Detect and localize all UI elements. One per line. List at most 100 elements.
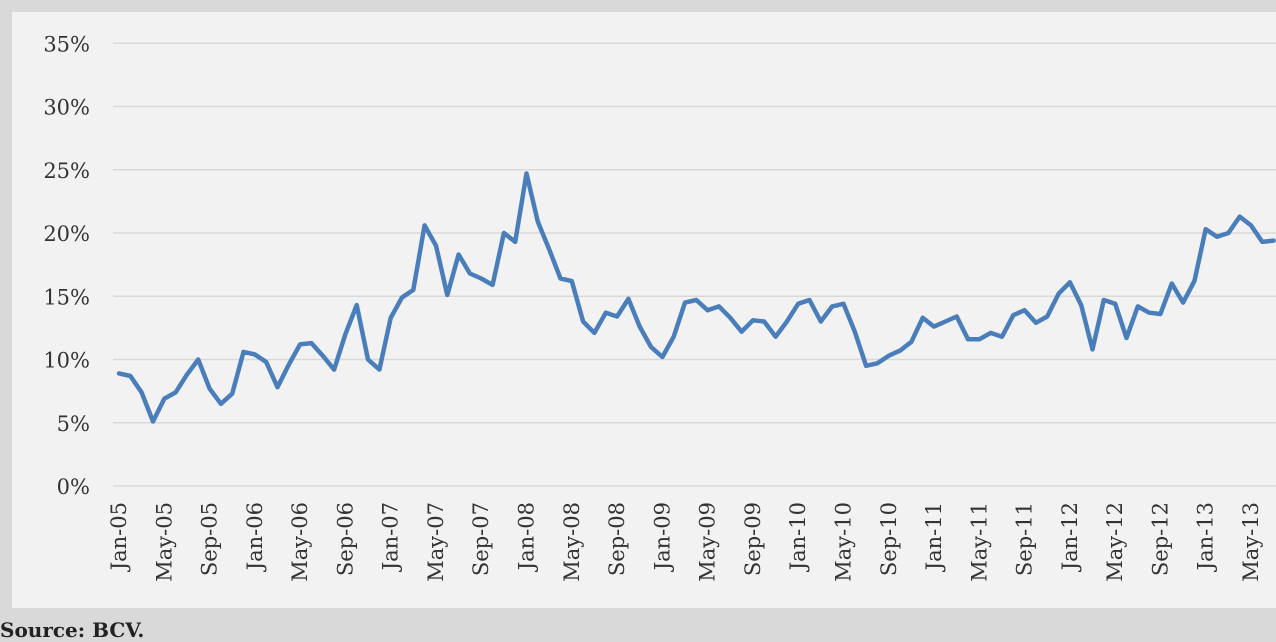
y-tick-label: 0% bbox=[57, 475, 90, 499]
data-point bbox=[128, 374, 132, 378]
x-axis-tick-labels: Jan-05 May-05 Sep-05 Jan-06 May-06 Sep-06 Jan-… bbox=[107, 502, 1263, 582]
data-point bbox=[796, 302, 800, 306]
x-tick-label: May-13 bbox=[1239, 502, 1263, 582]
data-point bbox=[1034, 321, 1038, 325]
y-tick-label: 20% bbox=[43, 222, 90, 246]
x-tick-label: May-07 bbox=[424, 502, 448, 582]
data-point bbox=[808, 298, 812, 302]
data-point bbox=[242, 350, 246, 354]
data-point bbox=[774, 335, 778, 339]
data-point bbox=[1079, 303, 1083, 307]
data-point bbox=[411, 288, 415, 292]
x-tick-label: Jan-08 bbox=[515, 502, 539, 572]
data-point bbox=[502, 231, 506, 235]
data-point bbox=[491, 283, 495, 287]
data-point bbox=[660, 355, 664, 359]
data-point bbox=[1045, 315, 1049, 319]
data-point bbox=[706, 308, 710, 312]
data-point bbox=[694, 298, 698, 302]
data-point bbox=[185, 373, 189, 377]
x-tick-label: Jan-07 bbox=[379, 502, 403, 572]
data-point bbox=[887, 354, 891, 358]
x-tick-label: Sep-10 bbox=[877, 502, 901, 576]
data-point bbox=[525, 172, 529, 176]
data-point bbox=[683, 301, 687, 305]
x-tick-label: Sep-09 bbox=[741, 502, 765, 576]
data-point bbox=[366, 358, 370, 362]
data-point bbox=[513, 240, 517, 244]
data-point bbox=[989, 331, 993, 335]
data-point bbox=[1091, 347, 1095, 351]
data-point bbox=[536, 220, 540, 224]
y-tick-label: 5% bbox=[57, 412, 90, 436]
data-point bbox=[400, 296, 404, 300]
data-point bbox=[1192, 279, 1196, 283]
data-point bbox=[1000, 335, 1004, 339]
y-tick-label: 25% bbox=[43, 159, 90, 183]
data-point bbox=[638, 325, 642, 329]
data-point bbox=[898, 349, 902, 353]
series-line bbox=[116, 171, 1276, 424]
data-point bbox=[1260, 240, 1264, 244]
data-point bbox=[468, 272, 472, 276]
x-tick-label: May-06 bbox=[288, 502, 312, 582]
data-point bbox=[1147, 311, 1151, 315]
data-point bbox=[842, 302, 846, 306]
y-tick-label: 15% bbox=[43, 285, 90, 309]
x-tick-label: Sep-07 bbox=[469, 502, 493, 576]
data-point bbox=[592, 331, 596, 335]
data-point bbox=[728, 316, 732, 320]
data-point bbox=[298, 342, 302, 346]
data-point bbox=[423, 223, 427, 227]
data-point bbox=[1204, 227, 1208, 231]
data-point bbox=[1136, 304, 1140, 308]
data-point bbox=[615, 315, 619, 319]
y-tick-label: 10% bbox=[43, 349, 90, 373]
x-tick-label: May-11 bbox=[967, 502, 991, 582]
data-point bbox=[276, 385, 280, 389]
x-tick-label: Jan-10 bbox=[786, 502, 810, 572]
x-tick-label: May-09 bbox=[696, 502, 720, 582]
x-tick-label: Jan-11 bbox=[922, 502, 946, 572]
data-point bbox=[1023, 308, 1027, 312]
data-point bbox=[445, 293, 449, 297]
data-point bbox=[208, 387, 212, 391]
data-point bbox=[921, 316, 925, 320]
data-point bbox=[604, 311, 608, 315]
data-point bbox=[355, 303, 359, 307]
data-point bbox=[332, 368, 336, 372]
data-point bbox=[717, 304, 721, 308]
data-point bbox=[977, 337, 981, 341]
x-tick-label: May-05 bbox=[152, 502, 176, 582]
data-point bbox=[1011, 313, 1015, 317]
data-point bbox=[853, 330, 857, 334]
data-point bbox=[174, 390, 178, 394]
data-point bbox=[321, 354, 325, 358]
x-tick-label: Jan-09 bbox=[650, 502, 674, 572]
data-point bbox=[932, 325, 936, 329]
data-point bbox=[1181, 301, 1185, 305]
y-tick-label: 35% bbox=[43, 32, 90, 56]
data-point bbox=[819, 320, 823, 324]
data-point bbox=[581, 320, 585, 324]
data-point bbox=[909, 340, 913, 344]
data-point bbox=[219, 402, 223, 406]
data-point bbox=[434, 244, 438, 248]
data-point bbox=[943, 320, 947, 324]
y-axis-tick-labels: 0% 5% 10% 15% 20% 25% 30% 35% bbox=[43, 32, 90, 499]
data-point bbox=[626, 297, 630, 301]
data-point bbox=[785, 320, 789, 324]
x-tick-label: May-12 bbox=[1103, 502, 1127, 582]
data-point bbox=[1113, 302, 1117, 306]
series-group bbox=[116, 171, 1276, 424]
data-point bbox=[117, 371, 121, 375]
x-tick-label: Jan-05 bbox=[107, 502, 131, 572]
x-tick-label: Jan-06 bbox=[243, 502, 267, 572]
chart-area: 0% 5% 10% 15% 20% 25% 30% 35% Jan-05 May-05 Sep-0… bbox=[12, 12, 1276, 608]
data-point bbox=[1272, 239, 1276, 243]
data-point bbox=[1068, 280, 1072, 284]
data-point bbox=[1249, 223, 1253, 227]
data-point bbox=[1226, 231, 1230, 235]
data-point bbox=[1125, 336, 1129, 340]
data-point bbox=[1158, 312, 1162, 316]
